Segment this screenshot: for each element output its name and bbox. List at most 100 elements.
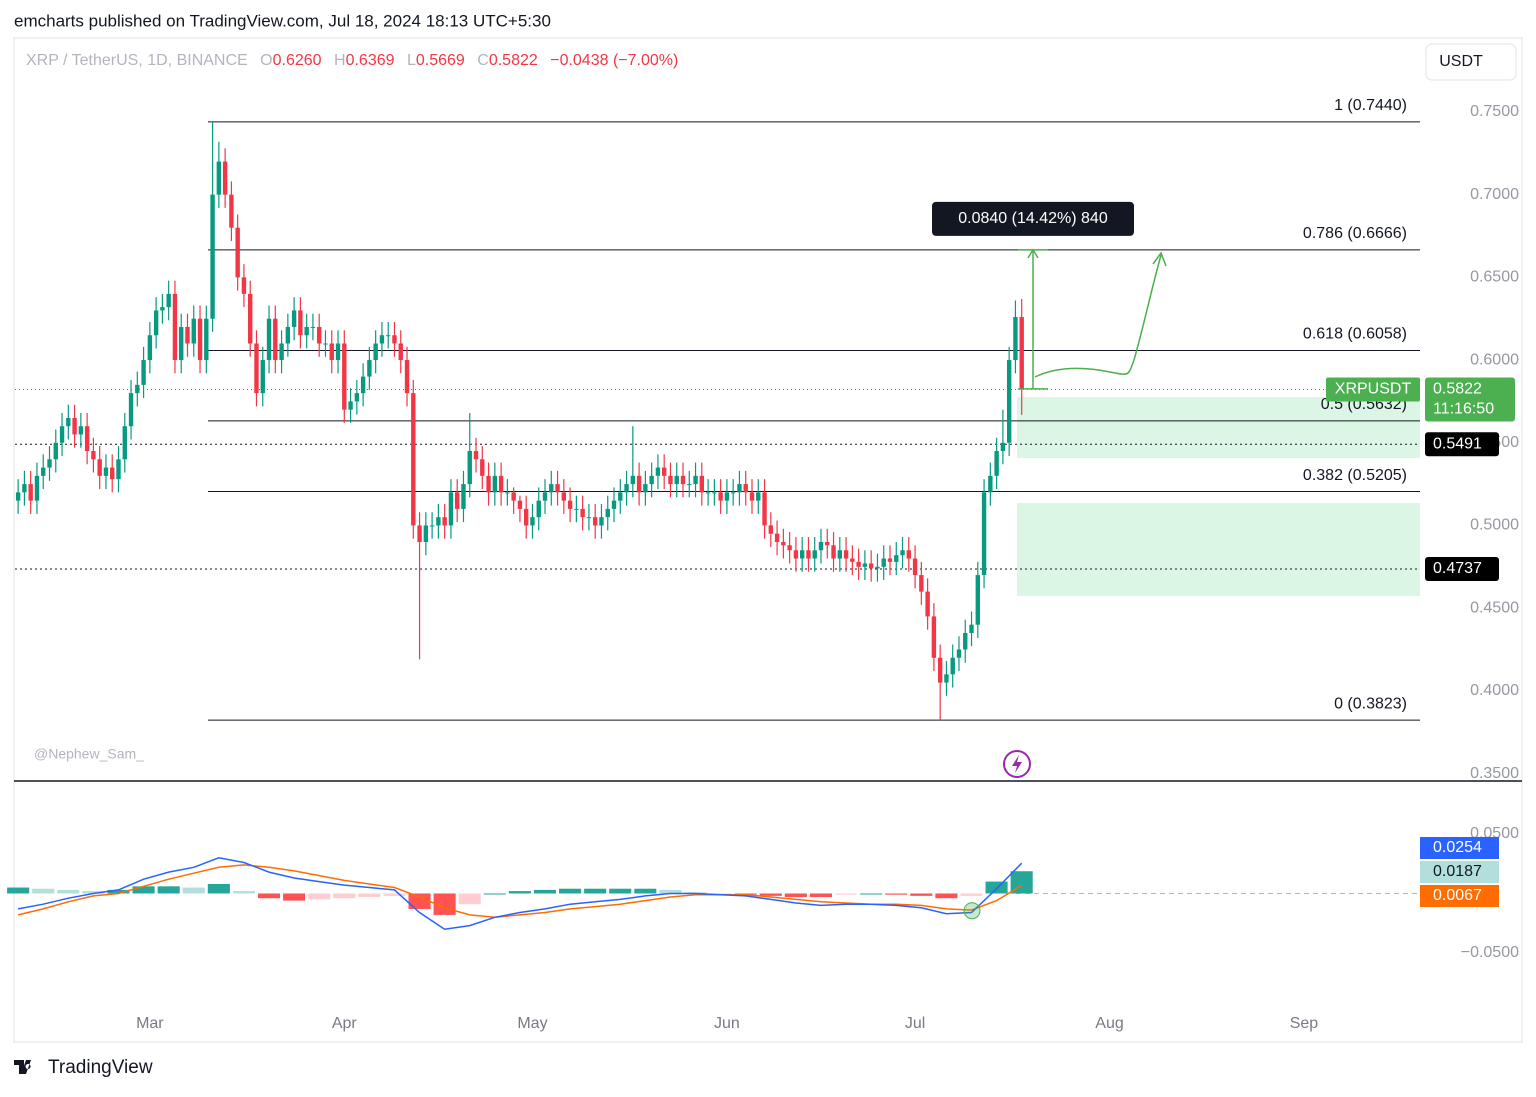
candle-body bbox=[599, 517, 604, 526]
candle-body bbox=[279, 343, 284, 361]
candle-body bbox=[222, 161, 228, 195]
candle-body bbox=[28, 484, 33, 501]
candle-body bbox=[1000, 442, 1006, 452]
histogram-bar bbox=[508, 891, 531, 894]
indicator-badge-label: 0.0254 bbox=[1433, 839, 1482, 856]
candle-body bbox=[110, 467, 115, 480]
candle-body bbox=[197, 318, 203, 361]
publisher: emcharts published on TradingView.com, J… bbox=[14, 11, 551, 30]
indicator-badge-label: 0.0067 bbox=[1433, 887, 1482, 904]
y-tick-label: 0.7000 bbox=[1470, 186, 1519, 203]
histogram-bar bbox=[283, 893, 306, 901]
candle-body bbox=[185, 326, 190, 344]
histogram-bar bbox=[458, 893, 481, 905]
candle-body bbox=[850, 558, 855, 562]
candle-body bbox=[379, 335, 385, 344]
candle-body bbox=[950, 657, 955, 675]
candle-body bbox=[768, 525, 774, 534]
candle-body bbox=[517, 500, 523, 509]
candle-body bbox=[153, 310, 159, 336]
currency-button[interactable] bbox=[1425, 43, 1517, 81]
histogram-bar bbox=[57, 889, 80, 894]
candle-body bbox=[1006, 360, 1012, 443]
currency[interactable]: USDT bbox=[1439, 53, 1483, 70]
candle-body bbox=[392, 335, 397, 344]
candle-body bbox=[687, 484, 692, 486]
histogram-bar bbox=[584, 888, 607, 894]
candle-body bbox=[730, 492, 736, 494]
ohlc-letter: H bbox=[334, 52, 346, 69]
candle-body bbox=[680, 475, 686, 485]
candle-body bbox=[787, 545, 792, 551]
candle-body bbox=[931, 616, 937, 658]
histogram-bar bbox=[232, 891, 255, 894]
candle-body bbox=[925, 591, 930, 617]
candle-body bbox=[875, 566, 880, 569]
histogram-bar bbox=[308, 893, 331, 900]
fib-label: 0.382 (0.5205) bbox=[1303, 467, 1407, 484]
ohlc-value: 0.5822 bbox=[489, 52, 538, 69]
histogram-bar bbox=[333, 893, 356, 899]
y-tick-label: 0.7500 bbox=[1470, 103, 1519, 120]
candle-body bbox=[335, 343, 341, 361]
candle-body bbox=[304, 326, 309, 336]
candle-body bbox=[561, 492, 567, 501]
candle-body bbox=[781, 541, 786, 546]
cross-marker bbox=[963, 902, 981, 920]
candle-body bbox=[718, 492, 723, 501]
ticker-badge bbox=[1326, 377, 1420, 402]
candle-body bbox=[724, 492, 730, 501]
candle-body bbox=[147, 335, 153, 361]
candle-body bbox=[693, 475, 698, 485]
y-tick-label: 0.6000 bbox=[1470, 351, 1519, 368]
candle-body bbox=[291, 310, 297, 327]
candle-body bbox=[179, 326, 184, 361]
candle-body bbox=[806, 550, 811, 559]
candle-body bbox=[404, 360, 410, 394]
measure-box bbox=[932, 201, 1134, 236]
candle-body bbox=[523, 508, 529, 526]
measure-label: 0.0840 (14.42%) 840 bbox=[958, 210, 1108, 227]
candle-body bbox=[160, 307, 165, 311]
candle-body bbox=[398, 343, 403, 361]
candle-body bbox=[480, 459, 485, 476]
ohlc-value: 0.6260 bbox=[273, 52, 322, 69]
x-tick-label: Mar bbox=[136, 1015, 164, 1032]
candle-body bbox=[128, 393, 134, 427]
x-tick-label: Apr bbox=[332, 1015, 358, 1032]
fib-label: 0.618 (0.6058) bbox=[1303, 326, 1407, 343]
candle-body bbox=[756, 492, 761, 501]
candle-body bbox=[567, 500, 573, 509]
candle-body bbox=[122, 426, 127, 460]
candle-body bbox=[661, 467, 667, 476]
y-tick-label: −0.0500 bbox=[1461, 944, 1519, 961]
candle-body bbox=[417, 525, 422, 542]
candle-body bbox=[712, 492, 717, 494]
candle-body bbox=[41, 467, 46, 476]
candle-body bbox=[386, 335, 391, 337]
candle-body bbox=[235, 227, 240, 278]
histogram-bar bbox=[784, 893, 807, 898]
histogram-bar bbox=[559, 888, 582, 894]
candle-body bbox=[423, 525, 429, 542]
histogram-bar bbox=[358, 893, 381, 898]
candle-body bbox=[618, 492, 623, 501]
event-bolt bbox=[1012, 755, 1022, 773]
candle-body bbox=[831, 545, 836, 559]
candle-body bbox=[15, 492, 21, 501]
y-tick-label: 0.5000 bbox=[1470, 517, 1519, 534]
x-tick-label: Jul bbox=[905, 1015, 925, 1032]
candle-body bbox=[229, 194, 234, 228]
x-tick-label: May bbox=[517, 1015, 547, 1032]
histogram-bar bbox=[1010, 871, 1033, 894]
candle-body bbox=[317, 326, 322, 344]
price-badge-label: 0.5491 bbox=[1433, 435, 1482, 452]
indicator-badge bbox=[1420, 837, 1499, 859]
candle-body bbox=[894, 555, 899, 562]
candle-body bbox=[84, 426, 90, 452]
candle-body bbox=[310, 326, 316, 328]
fib-label: 0 (0.3823) bbox=[1334, 695, 1407, 712]
candle-body bbox=[411, 393, 416, 526]
candle-body bbox=[436, 517, 441, 526]
candle-body bbox=[668, 475, 673, 485]
